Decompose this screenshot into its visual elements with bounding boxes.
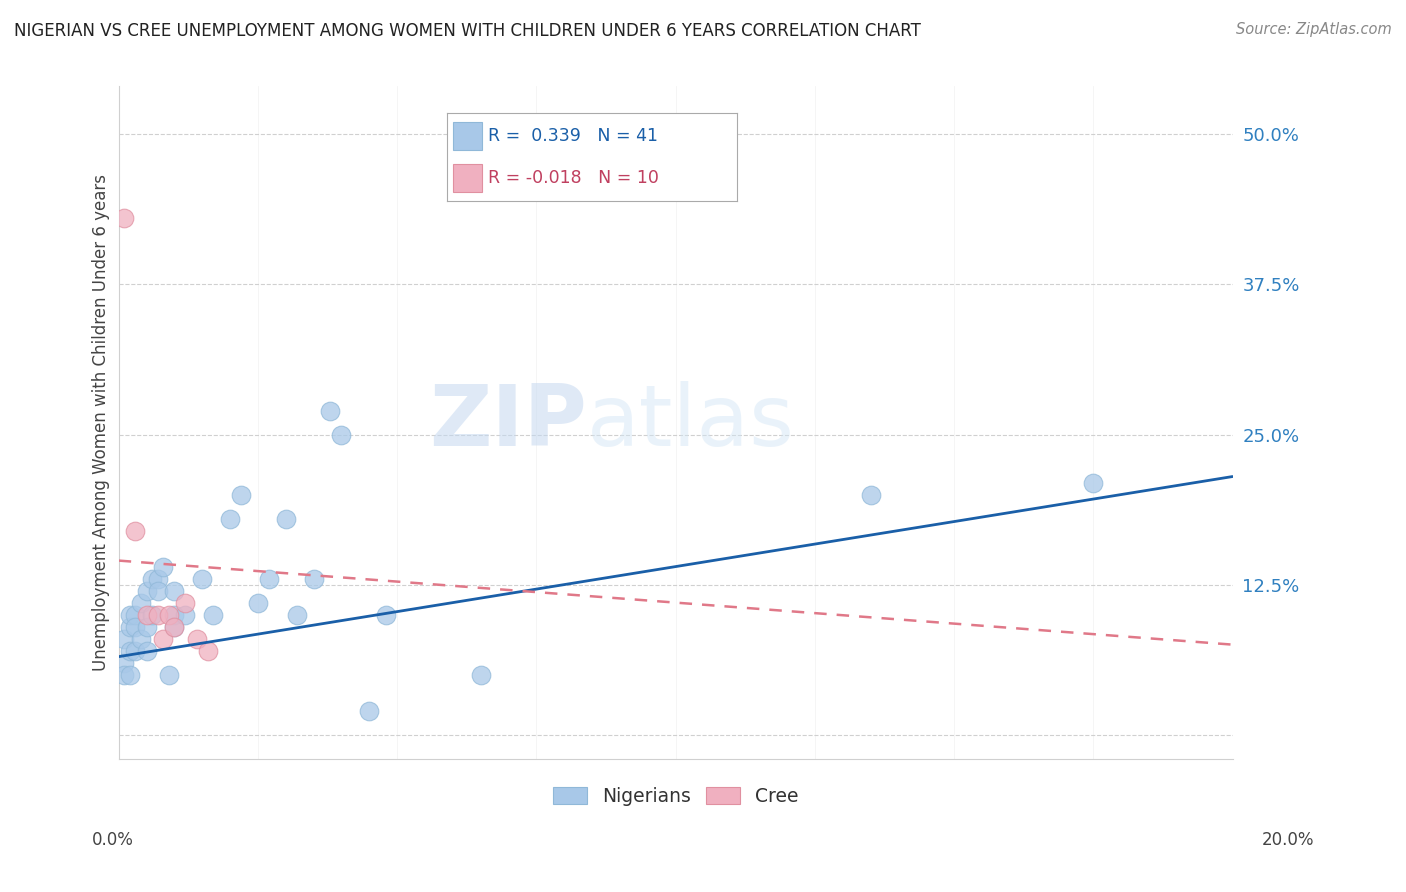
Point: [274, 511, 297, 525]
Point: [135, 583, 157, 598]
Text: atlas: atlas: [586, 381, 794, 464]
Point: [330, 427, 353, 442]
Point: [118, 643, 141, 657]
Point: [124, 607, 146, 622]
Point: [112, 656, 135, 670]
Point: [174, 596, 197, 610]
Point: [157, 607, 180, 622]
Point: [163, 607, 186, 622]
Point: [112, 211, 135, 226]
Point: [202, 607, 225, 622]
Point: [163, 583, 186, 598]
Point: [146, 572, 169, 586]
Text: NIGERIAN VS CREE UNEMPLOYMENT AMONG WOMEN WITH CHILDREN UNDER 6 YEARS CORRELATIO: NIGERIAN VS CREE UNEMPLOYMENT AMONG WOME…: [14, 22, 921, 40]
Point: [141, 572, 163, 586]
Point: [246, 596, 269, 610]
Point: [219, 511, 242, 525]
Point: [124, 619, 146, 633]
Point: [375, 607, 398, 622]
Point: [1083, 475, 1105, 490]
Point: [302, 572, 325, 586]
Point: [163, 619, 186, 633]
Text: 20.0%: 20.0%: [1263, 831, 1315, 849]
Point: [146, 607, 169, 622]
Point: [118, 607, 141, 622]
Point: [470, 667, 492, 681]
Point: [157, 667, 180, 681]
Point: [257, 572, 280, 586]
Point: [152, 559, 174, 574]
Point: [124, 524, 146, 538]
Point: [174, 607, 197, 622]
Y-axis label: Unemployment Among Women with Children Under 6 years: Unemployment Among Women with Children U…: [93, 174, 110, 671]
Point: [152, 632, 174, 646]
Point: [859, 487, 882, 501]
Point: [197, 643, 219, 657]
Legend: Nigerians, Cree: Nigerians, Cree: [546, 780, 806, 814]
Text: ZIP: ZIP: [429, 381, 586, 464]
Text: Source: ZipAtlas.com: Source: ZipAtlas.com: [1236, 22, 1392, 37]
Point: [285, 607, 308, 622]
Point: [124, 643, 146, 657]
Point: [112, 667, 135, 681]
Point: [141, 607, 163, 622]
Point: [118, 667, 141, 681]
Point: [146, 583, 169, 598]
Point: [135, 607, 157, 622]
Point: [186, 632, 208, 646]
Point: [129, 596, 152, 610]
Point: [135, 619, 157, 633]
Point: [359, 704, 381, 718]
Point: [118, 619, 141, 633]
Point: [163, 619, 186, 633]
Point: [129, 632, 152, 646]
Text: 0.0%: 0.0%: [91, 831, 134, 849]
Point: [319, 403, 342, 417]
Point: [135, 643, 157, 657]
Point: [112, 632, 135, 646]
Point: [191, 572, 214, 586]
Point: [231, 487, 253, 501]
